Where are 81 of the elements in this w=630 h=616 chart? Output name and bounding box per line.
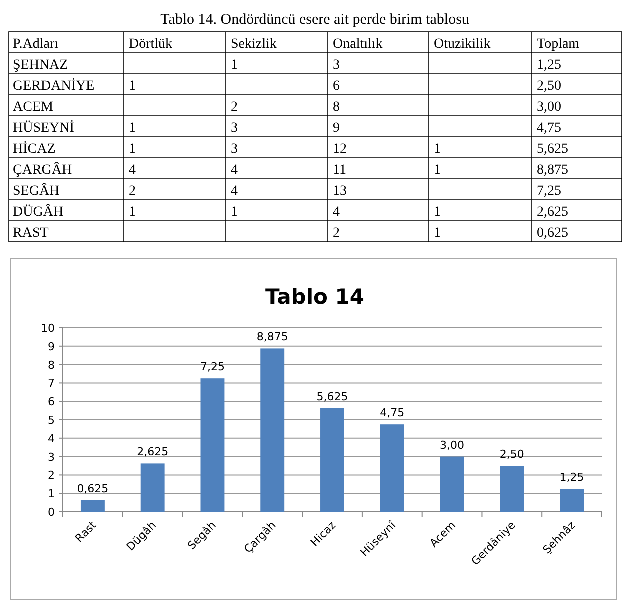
bar: [320, 408, 344, 512]
data-label: 5,625: [316, 390, 348, 404]
y-tick-label: 9: [48, 340, 55, 354]
category-label: Toplam: [537, 37, 580, 52]
text: 8,875: [537, 163, 568, 178]
bar: [440, 456, 464, 512]
y-tick-label: 4: [48, 432, 55, 446]
text: 0,625: [537, 226, 568, 241]
text: Tablo 14. Ondördüncü esere ait perde birim tablosu: [160, 12, 470, 28]
category-label: Dörtlük: [129, 37, 173, 52]
text: 5,625: [537, 142, 568, 157]
text: 2: [333, 226, 340, 241]
y-tick-label: 2: [48, 469, 55, 482]
text: 4: [333, 205, 340, 220]
text: 2,625: [537, 205, 568, 220]
data-label: 1,25: [560, 471, 584, 484]
category-label: Otuzikilik: [434, 37, 491, 52]
y-tick-label: 3: [48, 450, 55, 464]
bar: [200, 378, 225, 512]
text: 3: [231, 142, 238, 157]
text: 11: [333, 163, 346, 178]
text: 4: [231, 184, 238, 199]
text: 1: [434, 142, 441, 157]
data-label: 3,00: [440, 438, 465, 452]
category-label: ŞEHNAZ: [13, 58, 68, 73]
text: 1: [434, 226, 441, 241]
bar: [560, 489, 584, 512]
text: 1,25: [537, 58, 562, 73]
text: 1: [129, 79, 136, 94]
text: 2,50: [537, 79, 562, 94]
text: 6: [333, 79, 340, 94]
category-label: RAST: [13, 226, 49, 241]
category-label: GERDANİYE: [13, 79, 95, 94]
text: 2: [129, 184, 136, 199]
y-tick-label: 6: [48, 396, 55, 409]
data-label: 4,75: [380, 406, 405, 420]
text: 13: [333, 184, 347, 199]
category-label: HÜSEYNİ: [13, 121, 74, 136]
text: 1: [129, 205, 136, 220]
text: 1: [434, 163, 441, 178]
y-tick-label: 7: [48, 377, 55, 390]
text: 3,00: [537, 100, 562, 115]
data-label: 8,875: [256, 330, 288, 344]
text: 1: [231, 205, 238, 220]
data-label: 0,625: [77, 482, 109, 496]
y-tick-label: 5: [48, 414, 55, 427]
text: 4,75: [537, 121, 562, 136]
data-label: 7,25: [200, 360, 225, 374]
category-label: ACEM: [13, 100, 54, 115]
bar: [260, 348, 285, 512]
text: 1: [129, 142, 136, 157]
category-label: HİCAZ: [13, 142, 56, 157]
category-label: DÜGÂH: [13, 205, 64, 220]
text: 12: [333, 142, 347, 157]
y-tick-label: 8: [48, 358, 55, 372]
text: 1: [434, 205, 441, 220]
text: 1: [129, 121, 136, 136]
text: 4: [129, 163, 136, 178]
y-tick-label: 0: [48, 506, 55, 519]
bar: [80, 500, 105, 512]
bar: [140, 464, 165, 512]
y-tick-label: 1: [48, 488, 55, 501]
chart-title: Tablo 14: [266, 285, 364, 309]
data-label: 2,50: [500, 448, 524, 461]
bar: [380, 424, 404, 512]
text: 4: [231, 163, 238, 178]
category-label: Sekizlik: [231, 37, 277, 52]
text: 3: [333, 58, 340, 73]
text: 3: [231, 121, 238, 136]
y-tick-label: 10: [41, 322, 55, 335]
category-label: P.Adları: [13, 37, 59, 52]
text: 9: [333, 121, 340, 136]
category-label: SEGÂH: [13, 184, 60, 199]
category-label: ÇARGÂH: [13, 163, 72, 178]
text: 1: [231, 58, 238, 73]
category-label: Onaltılık: [333, 37, 383, 52]
text: 8: [333, 100, 340, 115]
bar: [500, 466, 524, 512]
data-label: 2,625: [137, 446, 169, 459]
text: 2: [231, 100, 238, 115]
text: 7,25: [537, 184, 562, 199]
